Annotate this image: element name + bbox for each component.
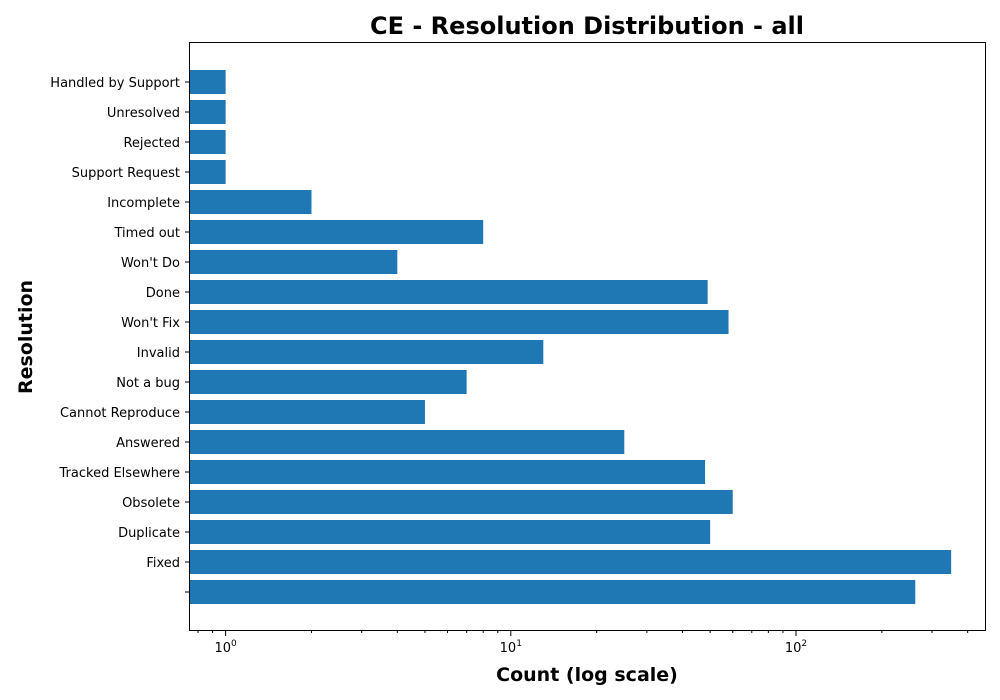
- bar: [190, 400, 425, 424]
- y-tick-label: Obsolete: [122, 496, 180, 511]
- x-tick-label: 102: [785, 639, 807, 656]
- bar: [190, 250, 398, 274]
- bar: [190, 70, 226, 94]
- y-tick-label: Won't Do: [121, 256, 180, 271]
- bar: [190, 580, 916, 604]
- plot-frame: [189, 42, 986, 631]
- y-tick-label: Invalid: [137, 346, 180, 361]
- bar: [190, 550, 952, 574]
- y-tick-label: Support Request: [72, 166, 180, 181]
- bar: [190, 100, 226, 124]
- y-tick-label: Done: [146, 286, 180, 301]
- y-tick-label: Fixed: [146, 556, 180, 571]
- y-tick-label: Incomplete: [107, 196, 180, 211]
- y-axis-label: Resolution: [15, 280, 37, 394]
- bar: [190, 490, 733, 514]
- x-tick-label: 101: [500, 639, 522, 656]
- y-tick-label: Rejected: [123, 136, 180, 151]
- bar: [190, 310, 729, 334]
- bar: [190, 460, 706, 484]
- x-axis-label: Count (log scale): [496, 664, 678, 686]
- bar: [190, 430, 625, 454]
- bar: [190, 280, 708, 304]
- y-tick-label: Cannot Reproduce: [60, 406, 180, 421]
- y-tick-label: Timed out: [114, 226, 181, 241]
- x-axis: 100 101 102: [197, 630, 969, 656]
- y-tick-label: Handled by Support: [50, 76, 180, 91]
- y-tick-label: Duplicate: [118, 526, 180, 541]
- bar: [190, 130, 226, 154]
- y-axis: Fixed Duplicate Obsolete Tracked Elsewhere A…: [50, 76, 190, 593]
- y-tick-label: Tracked Elsewhere: [59, 466, 180, 481]
- bar: [190, 340, 544, 364]
- bar: [190, 220, 484, 244]
- y-tick-label: Won't Fix: [121, 316, 180, 331]
- bar: [190, 190, 312, 214]
- bar: [190, 520, 711, 544]
- y-tick-label: Unresolved: [107, 106, 180, 121]
- bars-group: [190, 70, 952, 604]
- bar: [190, 160, 226, 184]
- y-tick-label: Not a bug: [116, 376, 180, 391]
- x-tick-label: 100: [214, 639, 237, 656]
- y-tick-label: Answered: [116, 436, 180, 451]
- bar: [190, 370, 467, 394]
- chart-title: CE - Resolution Distribution - all: [370, 12, 804, 40]
